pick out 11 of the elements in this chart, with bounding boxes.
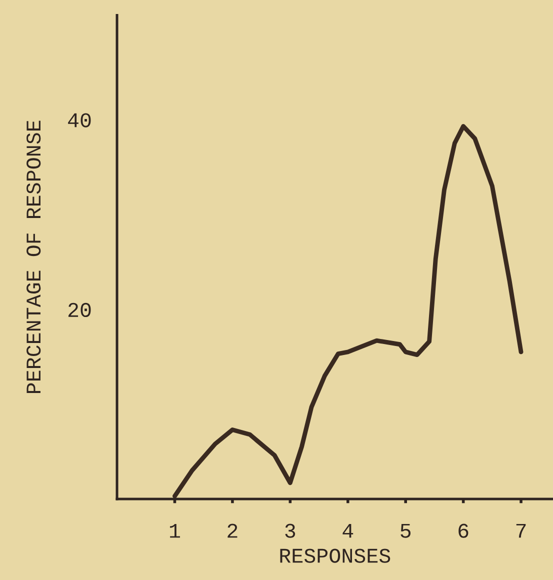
y-axis-title: PERCENTAGE OF RESPONSE — [26, 120, 41, 394]
x-tick-label: 6 — [458, 524, 468, 538]
x-tick-label: 1 — [170, 524, 180, 538]
y-tick-label: 20 — [68, 302, 91, 318]
x-tick-label: 3 — [285, 524, 296, 538]
x-axis-title: RESPONSES — [280, 548, 390, 563]
x-tick-label: 4 — [342, 524, 354, 538]
x-tick-label: 7 — [516, 524, 526, 538]
x-tick-label: 2 — [228, 524, 238, 538]
y-tick-label: 40 — [68, 113, 91, 128]
x-tick-label: 5 — [400, 524, 411, 538]
